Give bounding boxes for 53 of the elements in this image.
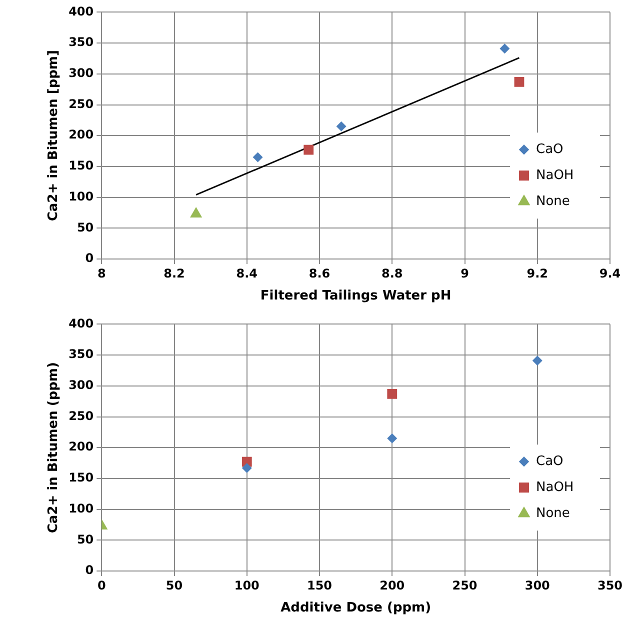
- legend-label: NaOH: [536, 168, 574, 183]
- legend-label: CaO: [536, 454, 564, 469]
- y-tick-label: 300: [68, 66, 94, 80]
- x-tick-label: 250: [452, 578, 478, 592]
- y-tick-label: 250: [68, 408, 94, 423]
- point: [500, 44, 510, 54]
- point: [387, 433, 398, 444]
- y-axis-title: Ca2+ in Bitumen [ppm]: [46, 50, 62, 222]
- y-tick-label: 250: [68, 96, 94, 111]
- x-axis-title: Filtered Tailings Water pH: [260, 288, 452, 304]
- x-tick-label: 9.4: [599, 266, 621, 280]
- x-tick-label: 9.2: [526, 266, 548, 280]
- y-tick-label: 50: [76, 532, 94, 546]
- x-tick-label: 8.6: [308, 266, 330, 280]
- point: [387, 388, 398, 399]
- legend-label: NaOH: [536, 480, 574, 495]
- y-tick-label: 150: [68, 470, 94, 485]
- x-tick-label: 9: [460, 266, 469, 280]
- y-axis-title: Ca2+ in Bitumen (ppm): [46, 362, 62, 534]
- y-tick-label: 0: [85, 563, 94, 578]
- y-tick-label: 50: [76, 220, 94, 234]
- point: [304, 144, 314, 155]
- legend-label: None: [536, 194, 570, 209]
- legend-label: CaO: [536, 142, 564, 157]
- x-tick-label: 8.2: [164, 266, 185, 280]
- x-tick-label: 100: [234, 578, 260, 592]
- point: [336, 121, 346, 132]
- y-tick-label: 350: [68, 35, 94, 50]
- x-tick-label: 50: [166, 578, 183, 592]
- y-tick-label: 100: [68, 501, 94, 516]
- x-tick-label: 0: [97, 578, 106, 592]
- x-tick-label: 300: [524, 578, 550, 592]
- y-tick-label: 150: [68, 158, 94, 173]
- y-tick-label: 300: [68, 378, 94, 392]
- point: [514, 76, 524, 87]
- x-tick-label: 8: [97, 266, 106, 280]
- y-tick-label: 200: [68, 128, 94, 142]
- y-tick-label: 350: [68, 347, 94, 362]
- y-tick-label: 400: [68, 316, 94, 330]
- x-tick-label: 8.8: [382, 266, 403, 280]
- x-tick-label: 200: [380, 578, 405, 592]
- x-axis-title: Additive Dose (ppm): [280, 600, 432, 616]
- y-tick-label: 0: [85, 251, 94, 266]
- point: [252, 152, 263, 162]
- y-tick-label: 200: [68, 440, 94, 454]
- point: [532, 356, 542, 366]
- x-tick-label: 8.4: [236, 266, 258, 280]
- legend-label: None: [536, 506, 570, 521]
- x-tick-label: 150: [306, 578, 332, 592]
- point: [242, 462, 252, 473]
- y-tick-label: 400: [68, 4, 94, 18]
- x-tick-label: 350: [597, 578, 623, 592]
- y-tick-label: 100: [68, 189, 94, 204]
